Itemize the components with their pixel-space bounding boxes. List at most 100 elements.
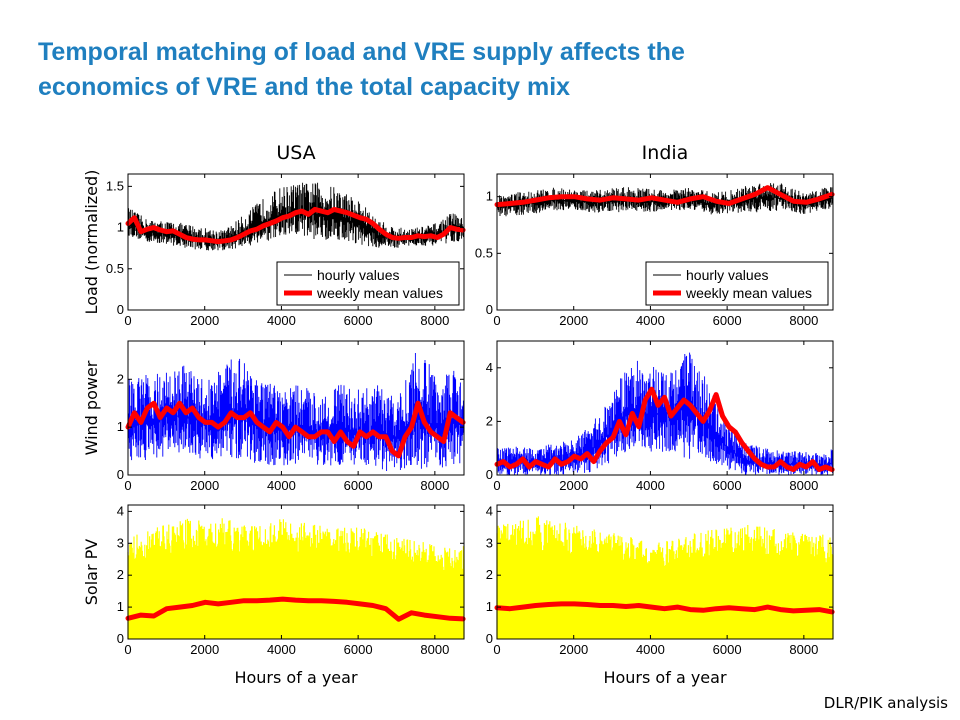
weekly-mean-point bbox=[216, 425, 220, 429]
weekly-mean-point bbox=[249, 411, 252, 415]
series-weekly-usa-wind bbox=[125, 400, 466, 459]
weekly-mean-point bbox=[540, 462, 544, 466]
x-tick-label: 8000 bbox=[789, 642, 818, 657]
weekly-mean-point bbox=[753, 193, 757, 196]
weekly-mean-point bbox=[727, 425, 731, 429]
x-tick-label: 2000 bbox=[559, 642, 588, 657]
weekly-mean-point bbox=[676, 200, 679, 204]
weekly-mean-point bbox=[294, 598, 297, 602]
weekly-mean-point bbox=[216, 240, 220, 244]
weekly-mean-point bbox=[145, 227, 149, 231]
y-tick-label: 0 bbox=[117, 302, 124, 317]
weekly-mean-point bbox=[365, 435, 368, 439]
weekly-mean-point bbox=[223, 421, 227, 424]
weekly-mean-point bbox=[792, 199, 795, 203]
weekly-mean-point bbox=[242, 232, 246, 236]
weekly-mean-point bbox=[592, 460, 596, 463]
weekly-mean-point bbox=[785, 465, 789, 469]
weekly-mean-point bbox=[708, 409, 711, 413]
weekly-mean-point bbox=[663, 607, 666, 611]
weekly-mean-point bbox=[611, 436, 615, 439]
weekly-mean-point bbox=[753, 457, 757, 461]
weekly-mean-point bbox=[139, 421, 143, 424]
weekly-mean-point bbox=[319, 430, 323, 434]
weekly-mean-point bbox=[534, 460, 538, 463]
weekly-mean-point bbox=[598, 198, 602, 202]
x-axis-label-usa-solar: Hours of a year bbox=[234, 668, 357, 687]
series-weekly-usa-load bbox=[125, 206, 466, 245]
legend-usa-load: hourly values weekly mean values bbox=[276, 261, 460, 306]
weekly-mean-point bbox=[455, 416, 458, 419]
weekly-mean-point bbox=[203, 238, 207, 242]
weekly-mean-point bbox=[448, 411, 452, 415]
weekly-mean-point bbox=[448, 616, 452, 620]
weekly-mean-point bbox=[585, 452, 589, 455]
x-tick-label: 4000 bbox=[267, 478, 296, 493]
y-tick-label: 3 bbox=[486, 535, 493, 550]
weekly-mean-point bbox=[158, 228, 162, 232]
weekly-mean-point bbox=[307, 213, 310, 216]
weekly-mean-point bbox=[534, 604, 538, 607]
panel-title-india-load: India bbox=[642, 142, 689, 164]
weekly-mean-point bbox=[377, 435, 381, 439]
weekly-mean-point bbox=[688, 197, 692, 201]
y-tick-label: 0 bbox=[117, 467, 124, 482]
weekly-mean-point bbox=[804, 465, 808, 469]
weekly-mean-point bbox=[611, 196, 615, 200]
slide-title-line-1: Temporal matching of load and VRE supply… bbox=[38, 38, 685, 66]
weekly-mean-point bbox=[521, 457, 525, 461]
legend-box bbox=[645, 261, 829, 306]
weekly-mean-point bbox=[274, 219, 278, 223]
y-tick-label: 4 bbox=[117, 503, 124, 518]
weekly-mean-point bbox=[281, 425, 285, 429]
weekly-mean-point bbox=[688, 608, 692, 611]
panel-title-usa-load: USA bbox=[276, 142, 315, 164]
weekly-mean-point bbox=[210, 239, 214, 243]
weekly-mean-point bbox=[184, 411, 188, 415]
weekly-mean-point bbox=[203, 421, 207, 424]
weekly-mean-point bbox=[152, 401, 156, 405]
weekly-mean-point bbox=[397, 454, 400, 458]
weekly-mean-point bbox=[727, 606, 731, 610]
weekly-mean-point bbox=[714, 393, 718, 396]
weekly-mean-point bbox=[753, 608, 757, 611]
weekly-mean-point bbox=[261, 224, 265, 228]
weekly-mean-point bbox=[508, 202, 512, 205]
weekly-mean-point bbox=[403, 435, 407, 439]
legend-entry-label: hourly values bbox=[686, 267, 769, 283]
plot-frame bbox=[496, 173, 834, 311]
weekly-mean-point bbox=[669, 414, 673, 418]
series-weekly-india-wind bbox=[494, 386, 835, 473]
weekly-mean-point bbox=[637, 425, 641, 429]
weekly-mean-point bbox=[798, 462, 802, 466]
weekly-mean-point bbox=[326, 430, 330, 434]
weekly-mean-point bbox=[572, 602, 576, 606]
weekly-mean-point bbox=[714, 607, 718, 611]
weekly-mean-point bbox=[178, 232, 182, 236]
panel-india-wind: 0 2000 4000 6000 8000 0 2 4 bbox=[486, 340, 835, 493]
y-tick-label: 0 bbox=[117, 631, 124, 646]
weekly-mean-point bbox=[152, 614, 156, 618]
weekly-mean-point bbox=[656, 403, 660, 407]
panel-usa-solar: 0 2000 4000 6000 8000 0 1 2 3 4 Solar PV Hours of a… bbox=[82, 503, 466, 687]
weekly-mean-point bbox=[294, 211, 297, 215]
weekly-mean-point bbox=[332, 208, 336, 211]
weekly-mean-point bbox=[502, 460, 505, 463]
weekly-mean-point bbox=[384, 607, 388, 611]
weekly-mean-point bbox=[572, 195, 576, 199]
legend-entry-label: weekly mean values bbox=[685, 285, 812, 301]
weekly-mean-point bbox=[281, 216, 285, 220]
weekly-mean-point bbox=[560, 462, 563, 466]
weekly-mean-point bbox=[676, 406, 679, 410]
weekly-mean-point bbox=[553, 457, 557, 461]
weekly-mean-point bbox=[210, 421, 214, 424]
weekly-mean-point bbox=[384, 435, 388, 439]
weekly-mean-point bbox=[695, 412, 699, 415]
weekly-mean-point bbox=[766, 186, 769, 190]
x-tick-label: 0 bbox=[124, 478, 131, 493]
weekly-mean-point bbox=[585, 197, 589, 201]
weekly-mean-point bbox=[521, 200, 525, 204]
weekly-mean-point bbox=[746, 449, 750, 453]
weekly-mean-point bbox=[547, 603, 550, 606]
weekly-mean-point bbox=[332, 440, 336, 443]
